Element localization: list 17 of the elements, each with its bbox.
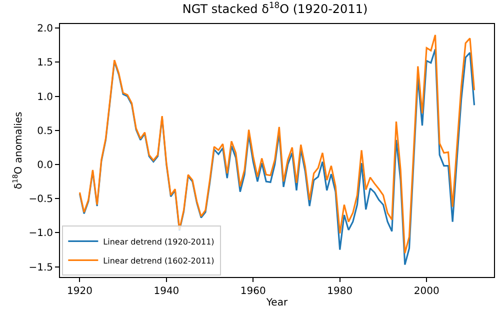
y-tick-label: 0.5 bbox=[37, 126, 53, 137]
x-tick-label: 1960 bbox=[240, 286, 266, 297]
y-tick-label: 1.5 bbox=[37, 58, 53, 69]
legend-label: Linear detrend (1920-2011) bbox=[103, 237, 214, 246]
x-tick-label: 1940 bbox=[154, 286, 180, 297]
x-axis-title: Year bbox=[265, 298, 288, 308]
y-tick-label: 0.0 bbox=[37, 160, 53, 171]
y-tick-label: 2.0 bbox=[37, 24, 53, 35]
y-tick-label: −0.5 bbox=[28, 194, 53, 206]
legend-label: Linear detrend (1602-2011) bbox=[103, 256, 214, 266]
chart-title: NGT stacked δ$^{18}$O (1920-2011) bbox=[182, 0, 368, 16]
x-tick-label: 1920 bbox=[67, 286, 92, 297]
y-tick-label: −1.5 bbox=[28, 262, 53, 274]
y-tick-label: 1.0 bbox=[37, 92, 53, 103]
x-tick-label: 1980 bbox=[327, 286, 353, 297]
y-tick-label: −1.0 bbox=[28, 228, 53, 240]
x-tick-label: 2000 bbox=[414, 286, 440, 297]
